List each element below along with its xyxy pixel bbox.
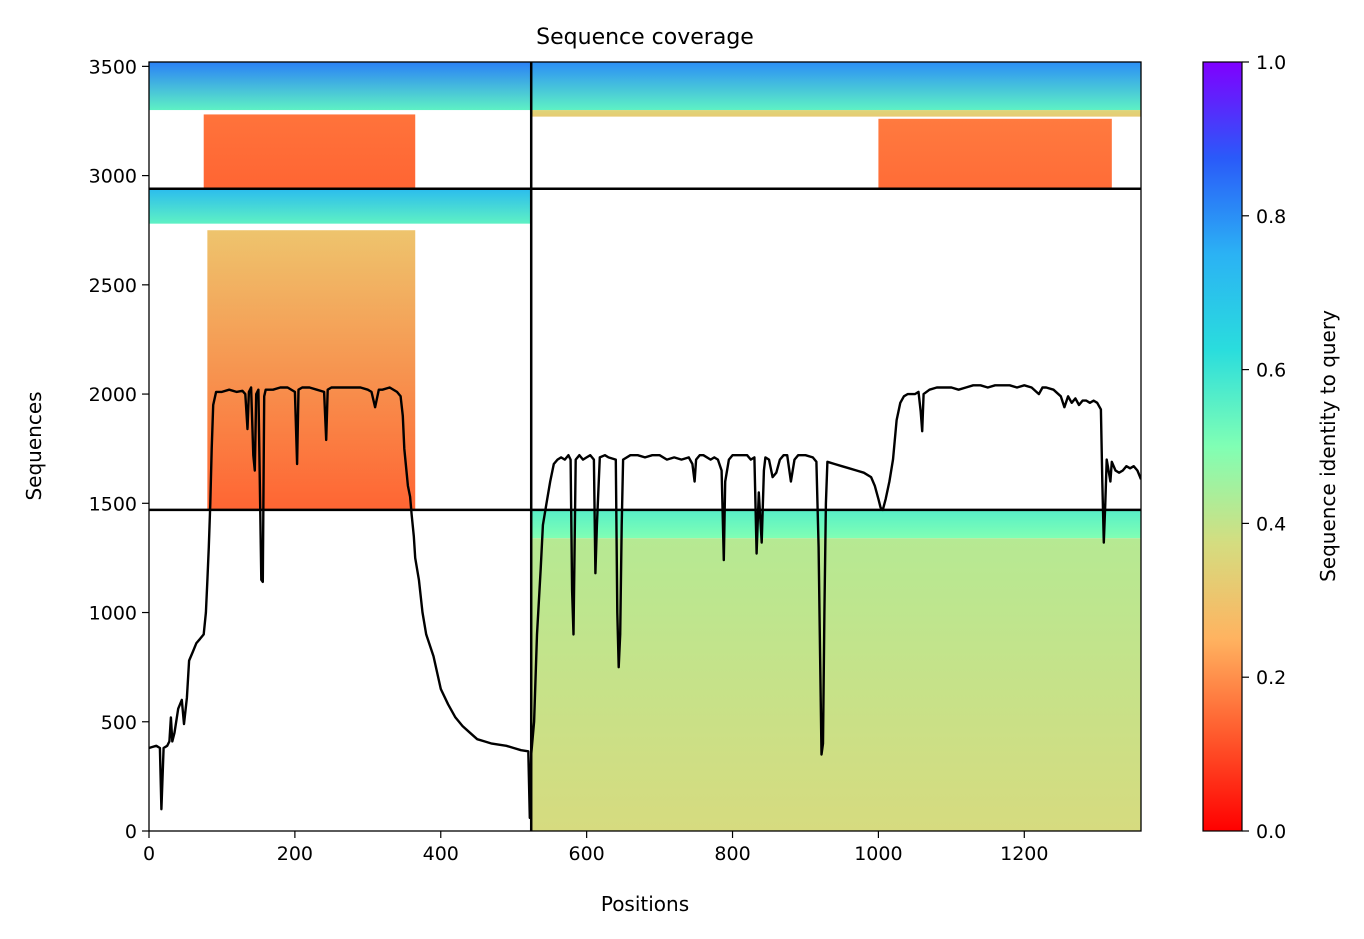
x-tick-label: 1000 [854, 843, 902, 865]
identity-band [531, 538, 1141, 831]
colorbar-tick-label: 0.0 [1256, 821, 1286, 843]
block-top-left [149, 62, 532, 189]
heatmap-blocks [149, 62, 1141, 831]
coverage-line-layer [149, 384, 1141, 820]
block-bottom-right [531, 509, 1141, 831]
x-tick-label: 0 [143, 843, 155, 865]
coverage-line [149, 384, 1141, 820]
x-tick-label: 400 [423, 843, 459, 865]
colorbar-tick-label: 0.8 [1256, 206, 1286, 228]
identity-band [531, 509, 1141, 539]
identity-band [203, 114, 416, 189]
y-tick-label: 3000 [89, 166, 137, 188]
chart-title: Sequence coverage [536, 25, 754, 50]
block-middle-left [149, 188, 532, 510]
x-axis-label: Positions [601, 892, 689, 916]
identity-band [878, 118, 1112, 189]
identity-band [531, 62, 1141, 111]
y-tick-label: 1500 [89, 493, 137, 515]
block-top-right [531, 62, 1141, 189]
colorbar [1202, 61, 1243, 832]
y-axis: 0 500 1000 1500 2000 2500 3000 3500 [89, 56, 149, 843]
y-tick-label: 0 [125, 821, 137, 843]
divider-lines [149, 62, 1141, 831]
identity-band [149, 188, 532, 224]
identity-band [149, 62, 532, 111]
x-tick-label: 1200 [1000, 843, 1048, 865]
x-tick-label: 800 [714, 843, 750, 865]
colorbar-tick-label: 0.2 [1256, 667, 1286, 689]
colorbar-ticks: 0.0 0.2 0.4 0.6 0.8 1.0 [1242, 52, 1286, 843]
colorbar-tick-label: 0.6 [1256, 360, 1286, 382]
plot-frame [148, 61, 1142, 832]
colorbar-tick-label: 0.4 [1256, 513, 1286, 535]
identity-band [207, 230, 416, 510]
colorbar-tick-label: 1.0 [1256, 52, 1286, 74]
colorbar-label: Sequence identity to query [1316, 310, 1340, 582]
y-tick-label: 500 [101, 712, 137, 734]
x-tick-label: 600 [569, 843, 605, 865]
y-tick-label: 2000 [89, 384, 137, 406]
x-axis: 0 200 400 600 800 1000 1200 [143, 831, 1048, 865]
y-tick-label: 2500 [89, 275, 137, 297]
y-tick-label: 3500 [89, 56, 137, 78]
x-tick-label: 200 [277, 843, 313, 865]
y-tick-label: 1000 [89, 603, 137, 625]
y-axis-label: Sequences [22, 391, 46, 500]
identity-band [531, 110, 1141, 117]
